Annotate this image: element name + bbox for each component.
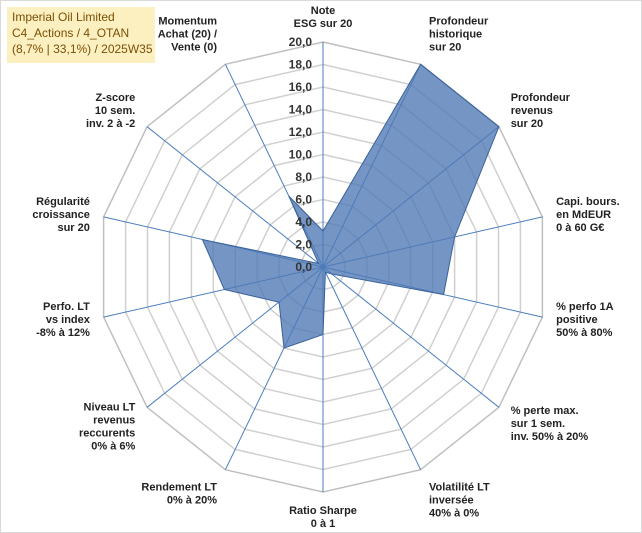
r-tick-label: 0,0 [295, 260, 312, 274]
axis-label-line: inv. 50% à 20% [511, 431, 589, 443]
chart-title-line: Imperial Oil Limited [12, 10, 115, 24]
axis-label-line: inv. 2 à -2 [86, 118, 135, 130]
axis-label-line: ESG sur 20 [294, 18, 353, 30]
r-tick-label: 8,0 [295, 170, 312, 184]
axis-label: Z-score 10 sem. inv. 2 à -2 [86, 92, 135, 130]
r-tick-label: 14,0 [289, 103, 313, 117]
axis-label-line: % perfo 1A [556, 301, 614, 313]
r-tick-label: 18,0 [289, 58, 313, 72]
axis-label-line: Niveau LT [84, 402, 136, 414]
axis-label-line: Profondeur [429, 15, 489, 27]
axis-label-line: sur 1 sem. [511, 418, 565, 430]
axis-label: Capi. bours. en MdEUR 0 à 60 G€ [556, 196, 620, 234]
axis-label: Note ESG sur 20 [294, 5, 353, 30]
axis-label: Perfo. LT vs index -8% à 12% [36, 301, 91, 339]
axis-label-line: revenus [93, 415, 135, 427]
axis-label: Niveau LT revenus reccurents 0% à 6% [79, 402, 136, 453]
axis-label: Rendement LT 0% à 20% [141, 482, 217, 507]
axis-label-line: vs index [46, 314, 91, 326]
axis-spoke [322, 266, 500, 408]
axis-label-line: Profondeur [511, 92, 571, 104]
axis-label-line: inversée [429, 495, 474, 507]
chart-title-line: C4_Actions / 4_OTAN [12, 26, 130, 40]
axis-label-line: sur 20 [511, 118, 543, 130]
r-tick-label: 10,0 [289, 148, 313, 162]
axis-label-line: Perfo. LT [43, 301, 90, 313]
axis-label-line: positive [556, 314, 598, 326]
axis-label-line: -8% à 12% [36, 327, 90, 339]
axis-label-line: 0% à 6% [91, 441, 135, 453]
r-tick-label: 20,0 [289, 35, 313, 49]
axis-label-line: reccurents [79, 428, 135, 440]
axis-label: Régularité croissance sur 20 [32, 196, 89, 234]
axis-label-line: Capi. bours. [556, 196, 620, 208]
axis-label-line: historique [429, 28, 482, 40]
axis-label-line: revenus [511, 105, 553, 117]
axis-label-line: Z-score [96, 92, 136, 104]
axis-label-line: Rendement LT [141, 482, 217, 494]
axis-label: Momentum Achat (20) / Vente (0) [158, 15, 218, 53]
axis-label-line: croissance [32, 209, 89, 221]
axis-label: Ratio Sharpe 0 à 1 [289, 505, 357, 530]
axis-label-line: 0% à 20% [167, 495, 217, 507]
r-tick-label: 6,0 [295, 193, 312, 207]
axis-label-line: 0 à 60 G€ [556, 222, 604, 234]
chart-title-line: (8,7% | 33,1%) / 2025W35 [12, 42, 153, 56]
r-tick-label: 12,0 [289, 125, 313, 139]
axis-label-line: Note [311, 5, 335, 17]
axis-label-line: % perte max. [511, 405, 579, 417]
r-tick-label: 16,0 [289, 80, 313, 94]
series-area [201, 63, 500, 349]
chart-title-box: Imperial Oil Limited C4_Actions / 4_OTAN… [7, 7, 155, 63]
axis-label-line: en MdEUR [556, 209, 611, 221]
axis-spoke [322, 266, 422, 470]
axis-label: % perfo 1A positive 50% à 80% [556, 301, 614, 339]
axis-label-line: 0 à 1 [311, 518, 335, 530]
axis-label-line: Ratio Sharpe [289, 505, 357, 517]
axis-label-line: 50% à 80% [556, 327, 612, 339]
axis-label-line: Achat (20) / [158, 28, 217, 40]
axis-label-line: 40% à 0% [429, 508, 479, 520]
axis-label-line: sur 20 [57, 222, 89, 234]
axis-label-line: Volatilité LT [429, 482, 490, 494]
axis-label-line: Momentum [158, 15, 217, 27]
axis-label: % perte max. sur 1 sem. inv. 50% à 20% [511, 405, 589, 443]
axis-label-line: Régularité [36, 196, 90, 208]
axis-spoke [146, 126, 324, 268]
axis-label: Profondeur revenus sur 20 [511, 92, 571, 130]
axis-label: Volatilité LT inversée 40% à 0% [429, 482, 490, 520]
r-tick-label: 4,0 [295, 215, 312, 229]
r-tick-label: 2,0 [295, 238, 312, 252]
axis-label-line: sur 20 [429, 41, 461, 53]
axis-label-line: 10 sem. [95, 105, 135, 117]
axis-label-line: Vente (0) [171, 41, 217, 53]
axis-label: Profondeur historique sur 20 [429, 15, 489, 53]
